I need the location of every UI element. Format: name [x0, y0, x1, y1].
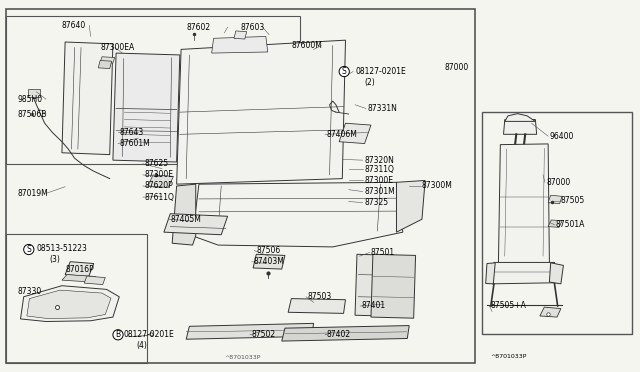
- Text: 87331N: 87331N: [368, 104, 397, 113]
- Bar: [6, 234, 147, 363]
- Polygon shape: [177, 40, 346, 184]
- Polygon shape: [234, 31, 246, 39]
- Polygon shape: [253, 254, 285, 269]
- Text: 87505+A: 87505+A: [491, 301, 527, 311]
- Polygon shape: [486, 263, 495, 284]
- Polygon shape: [339, 123, 371, 144]
- Polygon shape: [113, 53, 180, 162]
- Text: 985H0: 985H0: [17, 95, 42, 104]
- Text: 87600M: 87600M: [291, 41, 322, 50]
- Polygon shape: [355, 254, 396, 316]
- Text: 87403M: 87403M: [253, 257, 284, 266]
- Text: 08513-51223: 08513-51223: [36, 244, 87, 253]
- Text: 87000: 87000: [546, 178, 570, 187]
- Polygon shape: [148, 175, 173, 187]
- Polygon shape: [84, 276, 105, 285]
- Text: 87406M: 87406M: [326, 130, 357, 139]
- Text: 08127-0201E: 08127-0201E: [124, 330, 175, 339]
- Polygon shape: [99, 61, 111, 68]
- Text: ^8701033P: ^8701033P: [224, 355, 260, 359]
- Text: ^8701033P: ^8701033P: [491, 354, 527, 359]
- Text: 87601M: 87601M: [119, 139, 150, 148]
- Bar: [6, 16, 300, 164]
- Text: 87602: 87602: [186, 23, 211, 32]
- Text: 87501A: 87501A: [556, 220, 585, 229]
- Text: S: S: [26, 245, 31, 254]
- Polygon shape: [492, 262, 557, 284]
- Polygon shape: [20, 286, 119, 321]
- Text: 87501: 87501: [371, 248, 395, 257]
- Text: 87640: 87640: [62, 21, 86, 30]
- Polygon shape: [193, 182, 403, 247]
- Text: 96400: 96400: [549, 132, 574, 141]
- Polygon shape: [396, 180, 425, 232]
- Polygon shape: [65, 262, 94, 276]
- Text: 87603: 87603: [241, 23, 264, 32]
- Polygon shape: [499, 144, 549, 263]
- Text: 08127-0201E: 08127-0201E: [355, 67, 406, 76]
- Polygon shape: [505, 113, 536, 121]
- Text: (4): (4): [136, 341, 147, 350]
- Text: 87330: 87330: [17, 287, 42, 296]
- Text: 87503: 87503: [307, 292, 332, 301]
- Polygon shape: [371, 254, 415, 318]
- Text: 87300E: 87300E: [145, 170, 174, 179]
- Polygon shape: [288, 299, 346, 313]
- Text: 87300E: 87300E: [365, 176, 394, 185]
- Text: 87611Q: 87611Q: [145, 193, 175, 202]
- Polygon shape: [27, 290, 111, 318]
- Text: S: S: [342, 67, 347, 76]
- Text: 87625: 87625: [145, 159, 169, 169]
- Text: 87506: 87506: [256, 246, 280, 255]
- Bar: [483, 112, 632, 334]
- Text: 87301M: 87301M: [365, 187, 396, 196]
- Polygon shape: [62, 42, 113, 155]
- Text: B: B: [115, 330, 120, 339]
- Text: 87019M: 87019M: [17, 189, 48, 198]
- Text: 87643: 87643: [119, 128, 143, 137]
- Text: 87506B: 87506B: [17, 109, 47, 119]
- Polygon shape: [212, 36, 268, 53]
- Polygon shape: [186, 323, 314, 339]
- Text: 87300EA: 87300EA: [100, 43, 134, 52]
- Text: 87405M: 87405M: [170, 215, 201, 224]
- Polygon shape: [100, 57, 115, 63]
- Polygon shape: [282, 326, 409, 341]
- Text: 87325: 87325: [365, 198, 388, 207]
- Text: 87016P: 87016P: [65, 265, 94, 274]
- Text: 87505: 87505: [561, 196, 585, 205]
- Text: 87000: 87000: [444, 63, 468, 72]
- Polygon shape: [540, 307, 561, 317]
- Text: 87320N: 87320N: [365, 155, 394, 165]
- Polygon shape: [548, 195, 562, 204]
- Polygon shape: [62, 275, 96, 282]
- Text: (2): (2): [365, 78, 375, 87]
- Text: (3): (3): [49, 255, 60, 264]
- Text: 87311Q: 87311Q: [365, 165, 394, 174]
- Polygon shape: [172, 184, 196, 245]
- Bar: [6, 9, 475, 363]
- Text: 87300M: 87300M: [422, 182, 453, 190]
- Bar: [28, 89, 40, 97]
- Polygon shape: [548, 220, 562, 227]
- Text: 87402: 87402: [326, 330, 351, 339]
- Polygon shape: [549, 263, 563, 284]
- Text: 87502: 87502: [252, 330, 276, 339]
- Text: 87401: 87401: [362, 301, 385, 311]
- Polygon shape: [164, 214, 228, 235]
- Text: 87620P: 87620P: [145, 182, 173, 190]
- Polygon shape: [504, 119, 537, 134]
